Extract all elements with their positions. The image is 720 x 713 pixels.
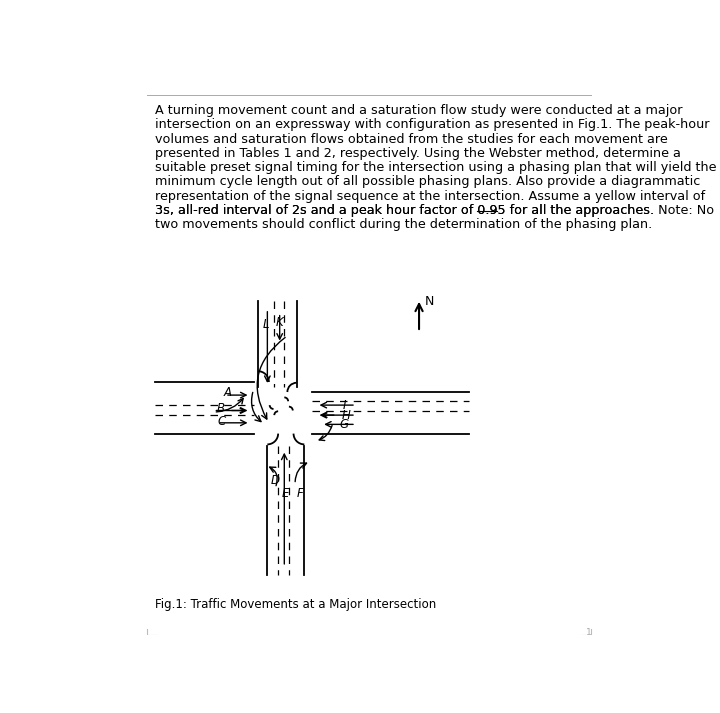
FancyArrowPatch shape — [319, 426, 332, 441]
Text: suitable preset signal timing for the intersection using a phasing plan that wil: suitable preset signal timing for the in… — [155, 161, 716, 174]
Text: K: K — [276, 317, 284, 329]
Text: intersection on an expressway with configuration as presented in Fig.1. The peak: intersection on an expressway with confi… — [155, 118, 709, 131]
Text: two movements should conflict during the determination of the phasing plan.: two movements should conflict during the… — [155, 218, 652, 231]
Text: H: H — [341, 409, 351, 421]
Text: B: B — [217, 402, 225, 416]
Text: G: G — [340, 418, 349, 431]
Text: C: C — [217, 415, 225, 428]
FancyArrowPatch shape — [295, 463, 307, 482]
FancyArrowPatch shape — [251, 392, 261, 421]
Text: N: N — [425, 295, 434, 309]
Text: presented in Tables 1 and 2, respectively. Using the Webster method, determine a: presented in Tables 1 and 2, respectivel… — [155, 147, 681, 160]
Text: A turning movement count and a saturation flow study were conducted at a major: A turning movement count and a saturatio… — [155, 104, 683, 117]
FancyArrowPatch shape — [257, 337, 285, 419]
Text: Fig.1: Traffic Movements at a Major Intersection: Fig.1: Traffic Movements at a Major Inte… — [155, 597, 436, 610]
FancyArrowPatch shape — [270, 467, 277, 486]
Text: 3s, all-red interval of 2s and a peak hour factor of 0.95 for all the approaches: 3s, all-red interval of 2s and a peak ho… — [155, 204, 714, 217]
Text: minimum cycle length out of all possible phasing plans. Also provide a diagramma: minimum cycle length out of all possible… — [155, 175, 700, 188]
Text: volumes and saturation flows obtained from the studies for each movement are: volumes and saturation flows obtained fr… — [155, 133, 667, 145]
Text: I: I — [343, 399, 346, 411]
Text: F: F — [297, 487, 303, 500]
FancyArrowPatch shape — [216, 399, 243, 412]
Text: 1: 1 — [585, 627, 591, 637]
Text: E: E — [282, 487, 289, 500]
Text: L: L — [263, 318, 269, 331]
Text: representation of the signal sequence at the intersection. Assume a yellow inter: representation of the signal sequence at… — [155, 190, 705, 202]
Text: D: D — [271, 474, 279, 487]
Text: A: A — [223, 386, 231, 399]
Text: 3s, all-red interval of 2s and a peak hour factor of 0.95 for all the approaches: 3s, all-red interval of 2s and a peak ho… — [155, 204, 658, 217]
